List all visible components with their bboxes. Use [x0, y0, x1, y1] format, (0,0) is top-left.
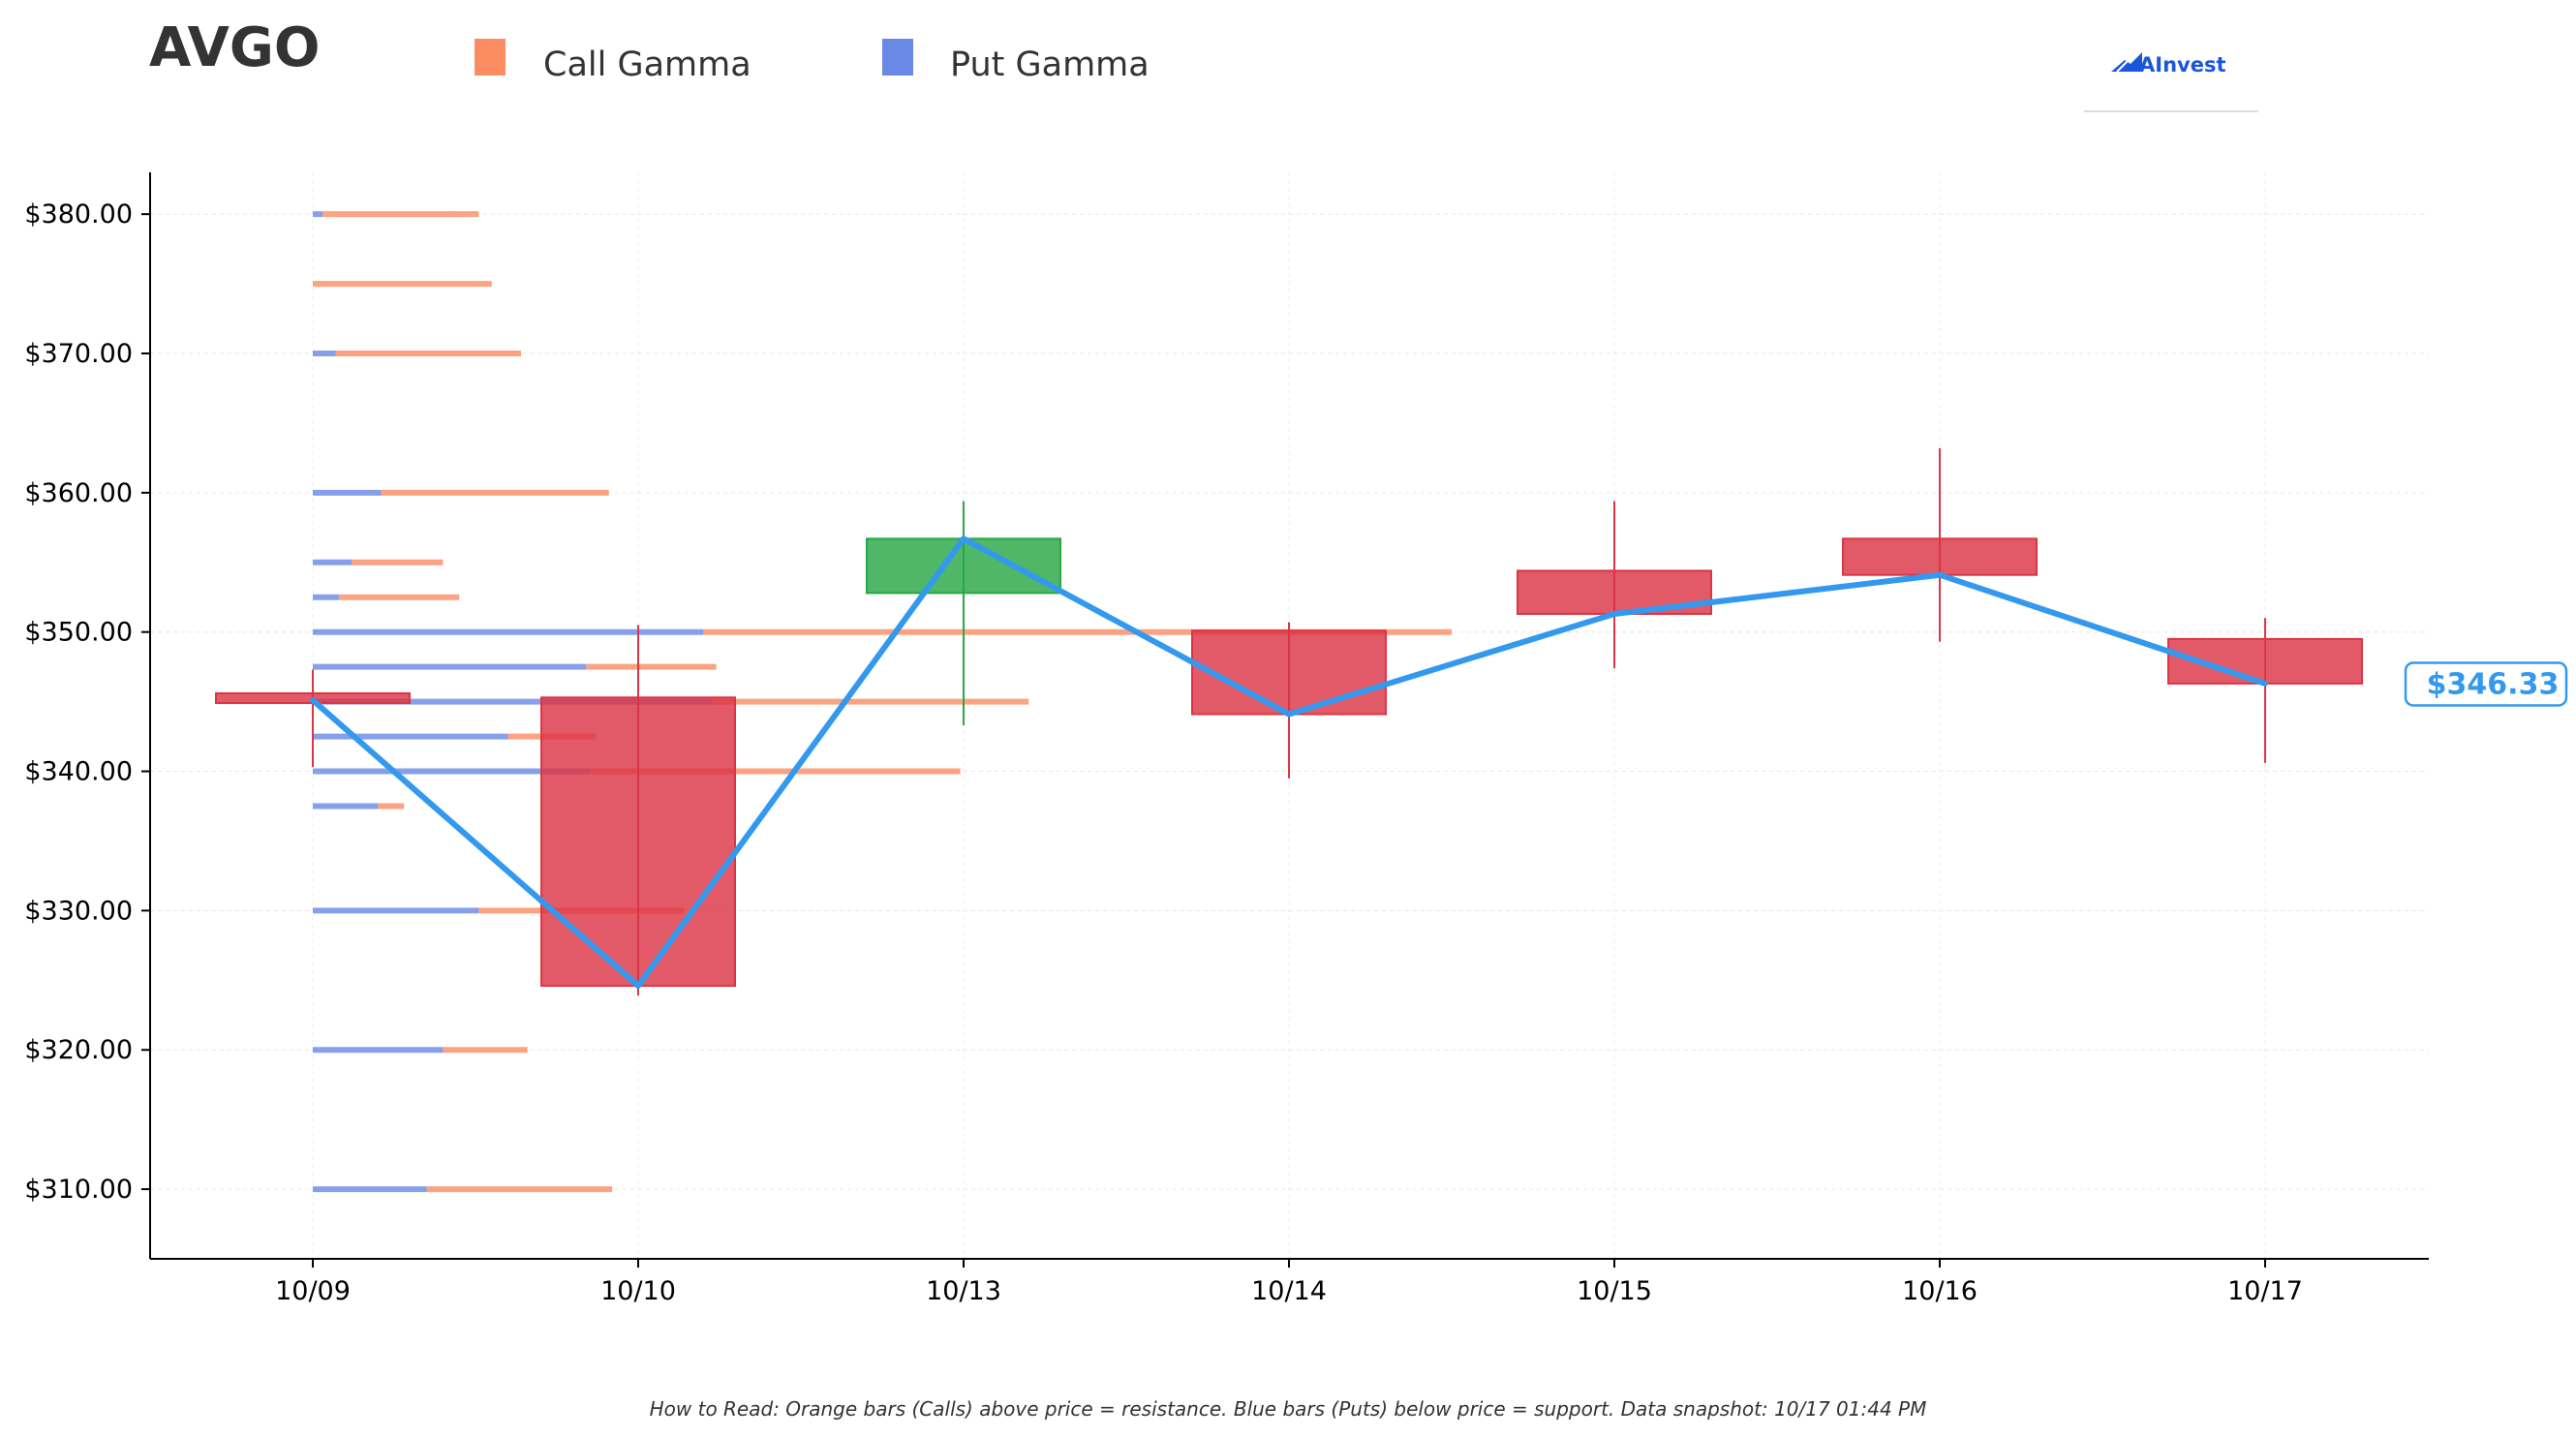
candle-body: [1191, 629, 1387, 716]
candle-body: [540, 696, 736, 988]
close-price-line: [310, 535, 2268, 990]
current-price-label: $346.33: [2427, 667, 2560, 701]
legend-swatch-call: [475, 39, 506, 76]
footer-note: How to Read: Orange bars (Calls) above p…: [650, 1397, 1927, 1421]
y-tick-label: $320.00: [24, 1035, 133, 1065]
x-tick-label: 10/09: [275, 1276, 351, 1306]
y-tick-label: $340.00: [24, 757, 133, 787]
candle-body: [1842, 537, 2038, 576]
legend-label-call: Call Gamma: [543, 46, 751, 84]
x-tick-label: 10/17: [2227, 1276, 2303, 1306]
y-tick-label: $310.00: [24, 1175, 133, 1205]
y-tick-label: $370.00: [24, 339, 133, 369]
x-tick-label: 10/15: [1577, 1276, 1652, 1306]
current-price-badge: $346.33: [2404, 661, 2568, 707]
x-axis-ticks: 10/09 10/10 10/13 10/14 10/15 10/16 10/17: [275, 1259, 2303, 1306]
y-tick-label: $380.00: [24, 199, 133, 229]
y-tick-label: $330.00: [24, 896, 133, 926]
x-tick-label: 10/14: [1251, 1276, 1327, 1306]
candle-body: [866, 537, 1061, 595]
brand-logo: AInvest: [2084, 52, 2258, 112]
y-axis-ticks: $310.00 $320.00 $330.00 $340.00 $350.00 $360.…: [24, 199, 150, 1205]
chart-title: AVGO: [149, 16, 320, 79]
close-price-line-group: [310, 535, 2268, 990]
legend: Call Gamma Put Gamma: [475, 39, 1150, 84]
legend-label-put: Put Gamma: [950, 46, 1150, 84]
y-tick-label: $350.00: [24, 618, 133, 648]
legend-swatch-put: [882, 39, 913, 76]
logo-mark-icon: [2116, 53, 2135, 73]
current-price-box: [2404, 661, 2568, 707]
x-tick-label: 10/10: [600, 1276, 676, 1306]
x-tick-label: 10/16: [1902, 1276, 1978, 1306]
x-tick-label: 10/13: [926, 1276, 1001, 1306]
logo-text: AInvest: [2139, 53, 2226, 76]
y-tick-label: $360.00: [24, 478, 133, 508]
